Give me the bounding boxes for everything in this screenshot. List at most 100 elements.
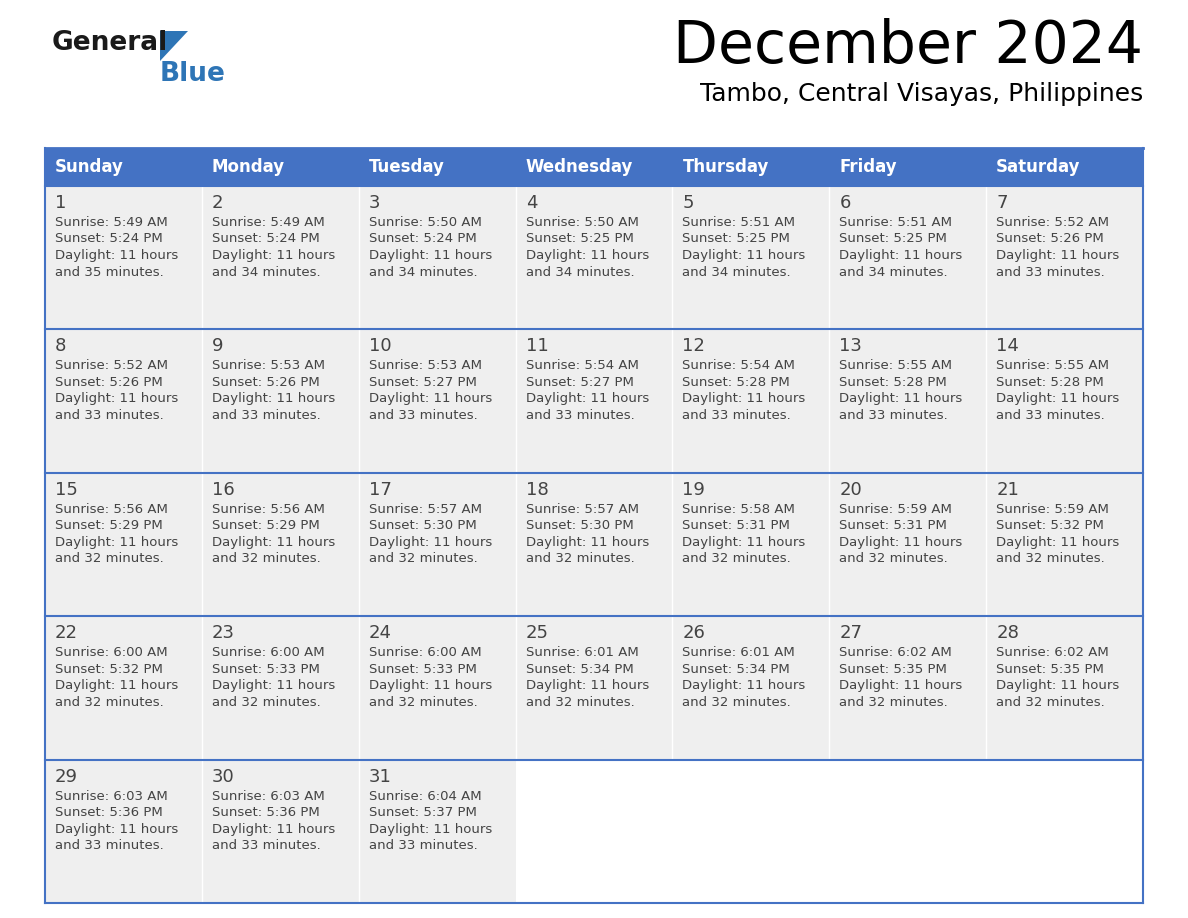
- Polygon shape: [160, 31, 188, 61]
- Text: Sunrise: 5:49 AM: Sunrise: 5:49 AM: [211, 216, 324, 229]
- Bar: [986, 759, 1143, 903]
- Text: Sunrise: 6:01 AM: Sunrise: 6:01 AM: [525, 646, 638, 659]
- Text: and 33 minutes.: and 33 minutes.: [525, 409, 634, 422]
- Bar: [829, 330, 986, 473]
- Text: Sunset: 5:33 PM: Sunset: 5:33 PM: [368, 663, 476, 676]
- Text: and 35 minutes.: and 35 minutes.: [55, 265, 164, 278]
- Text: Sunrise: 5:57 AM: Sunrise: 5:57 AM: [525, 503, 639, 516]
- Text: and 32 minutes.: and 32 minutes.: [368, 553, 478, 565]
- Text: Sunday: Sunday: [55, 158, 124, 176]
- Text: Daylight: 11 hours: Daylight: 11 hours: [525, 536, 649, 549]
- Text: Sunrise: 6:00 AM: Sunrise: 6:00 AM: [55, 646, 168, 659]
- Bar: [672, 330, 829, 473]
- Text: Daylight: 11 hours: Daylight: 11 hours: [997, 249, 1119, 262]
- Text: 21: 21: [997, 481, 1019, 498]
- Text: Daylight: 11 hours: Daylight: 11 hours: [997, 392, 1119, 406]
- Text: Sunrise: 6:03 AM: Sunrise: 6:03 AM: [55, 789, 168, 802]
- Text: and 33 minutes.: and 33 minutes.: [368, 409, 478, 422]
- Bar: [516, 616, 672, 759]
- Text: and 33 minutes.: and 33 minutes.: [997, 409, 1105, 422]
- Bar: [516, 330, 672, 473]
- Bar: [359, 330, 516, 473]
- Text: Sunrise: 5:53 AM: Sunrise: 5:53 AM: [211, 360, 324, 373]
- Text: and 34 minutes.: and 34 minutes.: [525, 265, 634, 278]
- Text: Sunset: 5:36 PM: Sunset: 5:36 PM: [55, 806, 163, 819]
- Text: and 33 minutes.: and 33 minutes.: [368, 839, 478, 852]
- Bar: [45, 616, 202, 759]
- Bar: [986, 616, 1143, 759]
- Text: and 32 minutes.: and 32 minutes.: [525, 696, 634, 709]
- Text: 9: 9: [211, 338, 223, 355]
- Text: and 33 minutes.: and 33 minutes.: [55, 409, 164, 422]
- Bar: [202, 759, 359, 903]
- Text: Sunrise: 5:51 AM: Sunrise: 5:51 AM: [839, 216, 953, 229]
- Bar: [45, 473, 202, 616]
- Text: Sunset: 5:28 PM: Sunset: 5:28 PM: [997, 375, 1104, 389]
- Text: Sunset: 5:36 PM: Sunset: 5:36 PM: [211, 806, 320, 819]
- Text: Sunset: 5:25 PM: Sunset: 5:25 PM: [525, 232, 633, 245]
- Text: and 33 minutes.: and 33 minutes.: [55, 839, 164, 852]
- Text: Daylight: 11 hours: Daylight: 11 hours: [682, 392, 805, 406]
- Text: 22: 22: [55, 624, 78, 643]
- Text: Saturday: Saturday: [997, 158, 1081, 176]
- Text: Sunrise: 5:55 AM: Sunrise: 5:55 AM: [997, 360, 1110, 373]
- Text: Sunrise: 6:03 AM: Sunrise: 6:03 AM: [211, 789, 324, 802]
- Text: Sunset: 5:29 PM: Sunset: 5:29 PM: [55, 520, 163, 532]
- Text: 26: 26: [682, 624, 706, 643]
- Text: Sunset: 5:27 PM: Sunset: 5:27 PM: [525, 375, 633, 389]
- Text: Sunrise: 6:02 AM: Sunrise: 6:02 AM: [839, 646, 952, 659]
- Text: Daylight: 11 hours: Daylight: 11 hours: [211, 392, 335, 406]
- Text: Sunset: 5:31 PM: Sunset: 5:31 PM: [839, 520, 947, 532]
- Text: Sunrise: 5:59 AM: Sunrise: 5:59 AM: [997, 503, 1110, 516]
- Text: Daylight: 11 hours: Daylight: 11 hours: [368, 249, 492, 262]
- Text: Daylight: 11 hours: Daylight: 11 hours: [55, 249, 178, 262]
- Text: Sunrise: 5:58 AM: Sunrise: 5:58 AM: [682, 503, 795, 516]
- Text: Sunset: 5:34 PM: Sunset: 5:34 PM: [682, 663, 790, 676]
- Text: Daylight: 11 hours: Daylight: 11 hours: [211, 679, 335, 692]
- Text: Sunrise: 5:50 AM: Sunrise: 5:50 AM: [525, 216, 638, 229]
- Text: Sunrise: 5:59 AM: Sunrise: 5:59 AM: [839, 503, 952, 516]
- Text: Daylight: 11 hours: Daylight: 11 hours: [55, 679, 178, 692]
- Text: Sunrise: 6:00 AM: Sunrise: 6:00 AM: [211, 646, 324, 659]
- Text: Daylight: 11 hours: Daylight: 11 hours: [525, 392, 649, 406]
- Bar: [829, 473, 986, 616]
- Bar: [359, 473, 516, 616]
- Text: Sunrise: 5:51 AM: Sunrise: 5:51 AM: [682, 216, 796, 229]
- Bar: [45, 148, 1143, 186]
- Text: 13: 13: [839, 338, 862, 355]
- Bar: [359, 186, 516, 330]
- Bar: [202, 186, 359, 330]
- Bar: [516, 186, 672, 330]
- Text: Sunset: 5:26 PM: Sunset: 5:26 PM: [997, 232, 1104, 245]
- Text: and 34 minutes.: and 34 minutes.: [211, 265, 321, 278]
- Text: Sunset: 5:37 PM: Sunset: 5:37 PM: [368, 806, 476, 819]
- Bar: [829, 186, 986, 330]
- Text: 4: 4: [525, 194, 537, 212]
- Text: Tuesday: Tuesday: [368, 158, 444, 176]
- Text: Sunrise: 5:52 AM: Sunrise: 5:52 AM: [997, 216, 1110, 229]
- Text: and 32 minutes.: and 32 minutes.: [997, 553, 1105, 565]
- Bar: [45, 330, 202, 473]
- Text: Sunrise: 5:55 AM: Sunrise: 5:55 AM: [839, 360, 953, 373]
- Text: Thursday: Thursday: [682, 158, 769, 176]
- Text: Daylight: 11 hours: Daylight: 11 hours: [839, 679, 962, 692]
- Text: Daylight: 11 hours: Daylight: 11 hours: [839, 536, 962, 549]
- Text: Daylight: 11 hours: Daylight: 11 hours: [211, 536, 335, 549]
- Text: 18: 18: [525, 481, 549, 498]
- Bar: [672, 186, 829, 330]
- Text: 10: 10: [368, 338, 391, 355]
- Text: Daylight: 11 hours: Daylight: 11 hours: [368, 536, 492, 549]
- Text: Daylight: 11 hours: Daylight: 11 hours: [368, 823, 492, 835]
- Bar: [45, 759, 202, 903]
- Text: Wednesday: Wednesday: [525, 158, 633, 176]
- Text: December 2024: December 2024: [672, 18, 1143, 75]
- Text: Sunrise: 5:56 AM: Sunrise: 5:56 AM: [211, 503, 324, 516]
- Text: Daylight: 11 hours: Daylight: 11 hours: [55, 823, 178, 835]
- Text: and 32 minutes.: and 32 minutes.: [55, 553, 164, 565]
- Text: 6: 6: [839, 194, 851, 212]
- Text: Sunset: 5:29 PM: Sunset: 5:29 PM: [211, 520, 320, 532]
- Text: 2: 2: [211, 194, 223, 212]
- Text: Sunset: 5:24 PM: Sunset: 5:24 PM: [368, 232, 476, 245]
- Bar: [986, 330, 1143, 473]
- Text: and 32 minutes.: and 32 minutes.: [839, 696, 948, 709]
